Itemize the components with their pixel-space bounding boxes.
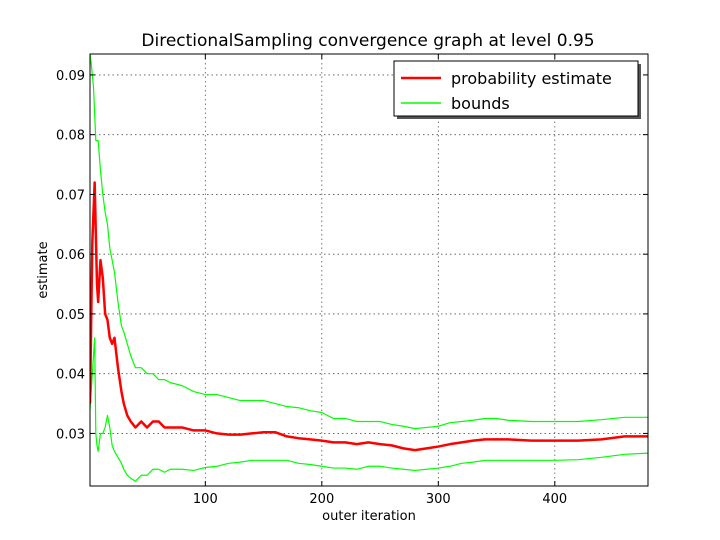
- series-line-probability-estimate: [90, 181, 648, 452]
- y-tick-label: 0.09: [56, 69, 85, 84]
- x-axis-title: outer iteration: [322, 509, 416, 524]
- series-layer: [90, 54, 648, 482]
- x-tick-label: 200: [309, 492, 334, 507]
- series-line-upper-bound: [90, 54, 648, 430]
- y-tick-label: 0.06: [56, 248, 85, 263]
- y-tick-label: 0.05: [56, 308, 85, 323]
- y-tick-label: 0.04: [56, 368, 85, 383]
- legend-label-probability-estimate: probability estimate: [451, 69, 612, 88]
- y-tick-label: 0.07: [56, 188, 85, 203]
- x-tick-label: 100: [193, 492, 218, 507]
- y-axis-title: estimate: [36, 241, 51, 298]
- x-tick-label: 300: [426, 492, 451, 507]
- y-tick-label: 0.03: [56, 427, 85, 442]
- plot-frame: [89, 53, 649, 487]
- legend-box: [393, 60, 639, 117]
- chart-title: DirectionalSampling convergence graph at…: [141, 31, 594, 51]
- legend-label-bounds: bounds: [451, 94, 510, 113]
- x-tick-label: 400: [542, 492, 567, 507]
- legend: probability estimate bounds: [393, 60, 641, 119]
- series-line-lower-bound: [90, 337, 648, 482]
- axis-ticks: 100 200 300 400 0.03 0.04 0.05 0.06 0.07 0.08 0.09: [56, 54, 648, 507]
- y-tick-label: 0.08: [56, 129, 85, 144]
